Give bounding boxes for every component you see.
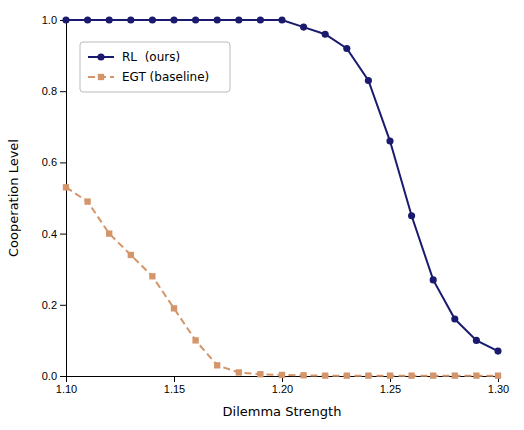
data-point bbox=[106, 16, 113, 23]
x-tick: 1.30 bbox=[488, 376, 509, 395]
x-tick-label: 1.25 bbox=[380, 383, 401, 395]
y-tick: 0.6 bbox=[42, 156, 66, 168]
data-point bbox=[106, 230, 112, 236]
y-tick: 0.8 bbox=[42, 85, 66, 97]
x-axis: 1.10 1.15 1.20 1.25 1.30 bbox=[56, 376, 509, 395]
series bbox=[62, 16, 501, 354]
y-tick-mark bbox=[60, 376, 66, 377]
x-tick-mark bbox=[174, 376, 175, 382]
x-tick: 1.25 bbox=[380, 376, 401, 395]
data-point bbox=[300, 372, 306, 378]
data-point bbox=[236, 369, 242, 375]
y-tick: 0.0 bbox=[42, 370, 66, 382]
data-point bbox=[235, 16, 242, 23]
legend-item: EGT (baseline) bbox=[88, 70, 209, 84]
data-point bbox=[170, 16, 177, 23]
data-point bbox=[63, 184, 69, 190]
data-point bbox=[343, 45, 350, 52]
x-tick-label: 1.15 bbox=[164, 383, 185, 395]
data-point bbox=[257, 16, 264, 23]
plot: 1.10 1.15 1.20 1.25 1.30 0.0 0.2 0.4 0.6 0.8 1.0 RL… bbox=[42, 14, 510, 395]
legend: RL (ours) EGT (baseline) bbox=[80, 42, 230, 92]
series-line bbox=[66, 187, 498, 375]
data-point bbox=[192, 16, 199, 23]
data-point bbox=[386, 137, 393, 144]
y-tick-label: 0.4 bbox=[42, 228, 57, 240]
data-point bbox=[149, 16, 156, 23]
data-point bbox=[344, 372, 350, 378]
y-tick: 1.0 bbox=[42, 14, 66, 26]
data-point bbox=[171, 305, 177, 311]
data-point bbox=[452, 372, 458, 378]
data-point bbox=[62, 16, 69, 23]
y-tick-mark bbox=[60, 305, 66, 306]
data-point bbox=[279, 372, 285, 378]
x-tick-label: 1.20 bbox=[272, 383, 293, 395]
data-point bbox=[430, 276, 437, 283]
y-axis: 0.0 0.2 0.4 0.6 0.8 1.0 bbox=[42, 14, 67, 382]
y-tick-mark bbox=[60, 91, 66, 92]
chart: 1.10 1.15 1.20 1.25 1.30 0.0 0.2 0.4 0.6 0.8 1.0 RL… bbox=[0, 0, 524, 430]
y-tick-label: 0.2 bbox=[42, 299, 57, 311]
x-axis-title: Dilemma Strength bbox=[223, 404, 342, 419]
legend-frame bbox=[80, 42, 230, 92]
legend-marker bbox=[98, 74, 104, 80]
y-axis-title: Cooperation Level bbox=[6, 139, 21, 257]
x-tick-label: 1.30 bbox=[488, 383, 509, 395]
legend-marker bbox=[97, 53, 104, 60]
y-tick-mark bbox=[60, 234, 66, 235]
y-axis-line bbox=[60, 21, 67, 377]
data-point bbox=[214, 362, 220, 368]
data-point bbox=[214, 16, 221, 23]
data-point bbox=[365, 372, 371, 378]
data-point bbox=[128, 252, 134, 258]
data-point bbox=[127, 16, 134, 23]
data-point bbox=[84, 198, 90, 204]
series-line bbox=[66, 20, 498, 351]
data-point bbox=[300, 24, 307, 31]
data-point bbox=[451, 315, 458, 322]
data-point bbox=[408, 212, 415, 219]
data-point bbox=[495, 372, 501, 378]
y-tick-label: 0.0 bbox=[42, 370, 57, 382]
data-point bbox=[192, 337, 198, 343]
series bbox=[63, 184, 501, 379]
x-tick-label: 1.10 bbox=[56, 383, 77, 395]
data-point bbox=[278, 16, 285, 23]
data-point bbox=[473, 337, 480, 344]
legend-label: EGT (baseline) bbox=[122, 70, 209, 84]
data-point bbox=[387, 372, 393, 378]
data-point bbox=[494, 348, 501, 355]
series-group bbox=[62, 16, 501, 378]
y-tick: 0.4 bbox=[42, 228, 66, 240]
data-point bbox=[430, 372, 436, 378]
data-point bbox=[322, 31, 329, 38]
data-point bbox=[408, 372, 414, 378]
x-tick: 1.20 bbox=[272, 376, 293, 395]
data-point bbox=[365, 77, 372, 84]
legend-label: RL (ours) bbox=[122, 50, 180, 64]
data-point bbox=[84, 16, 91, 23]
data-point bbox=[149, 273, 155, 279]
legend-item: RL (ours) bbox=[88, 50, 180, 64]
data-point bbox=[322, 372, 328, 378]
data-point bbox=[473, 372, 479, 378]
y-tick-label: 1.0 bbox=[42, 14, 57, 26]
y-tick: 0.2 bbox=[42, 299, 66, 311]
x-tick: 1.15 bbox=[164, 376, 185, 395]
data-point bbox=[257, 371, 263, 377]
y-tick-mark bbox=[60, 162, 66, 163]
y-tick-label: 0.6 bbox=[42, 156, 57, 168]
y-tick-label: 0.8 bbox=[42, 85, 57, 97]
x-tick: 1.10 bbox=[56, 376, 77, 395]
